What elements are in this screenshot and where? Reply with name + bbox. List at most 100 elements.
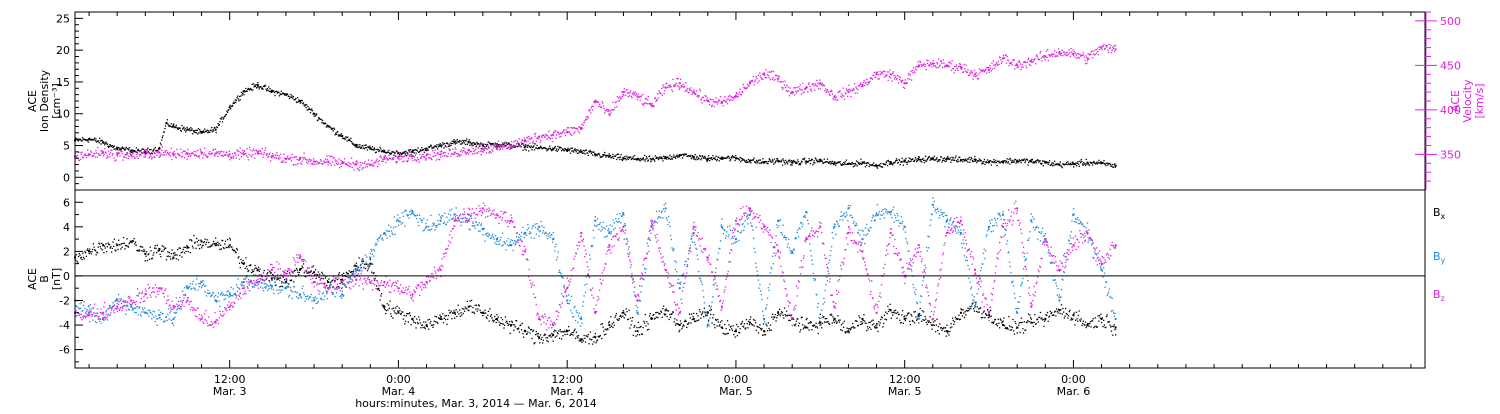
- bx-sample: [915, 316, 917, 318]
- velocity-sample: [601, 101, 603, 103]
- velocity-sample: [373, 165, 375, 167]
- bx-sample: [956, 317, 958, 320]
- bx-sample: [247, 270, 249, 273]
- bx-point: [144, 252, 147, 255]
- ion-density-sample: [769, 159, 771, 161]
- ion-density-sample: [919, 158, 921, 161]
- velocity-sample: [587, 117, 589, 119]
- ion-density-sample: [804, 161, 806, 163]
- bx-sample: [1086, 322, 1089, 325]
- ion-density-sample: [83, 138, 86, 140]
- ion-density-sample: [1014, 158, 1017, 161]
- bx-sample: [835, 320, 837, 322]
- bx-sample: [378, 289, 381, 292]
- ion-density-sample: [715, 155, 717, 157]
- bx-sample: [636, 334, 639, 336]
- ion-density-sample: [471, 143, 473, 145]
- velocity-sample: [387, 159, 389, 161]
- ion-density-sample: [735, 154, 737, 157]
- bx-sample: [658, 312, 660, 315]
- velocity-sample: [868, 81, 870, 83]
- velocity-sample: [758, 80, 760, 82]
- ion-density-sample: [105, 141, 107, 143]
- bx-sample: [630, 324, 632, 326]
- bx-sample: [706, 314, 708, 316]
- velocity-point: [341, 162, 344, 165]
- bx-sample: [151, 258, 153, 260]
- bx-sample: [700, 317, 702, 319]
- ion-density-sample: [1005, 161, 1007, 164]
- velocity-sample: [802, 82, 804, 85]
- ion-density-sample: [88, 137, 91, 139]
- ion-density-sample: [956, 161, 958, 163]
- bx-sample: [193, 242, 196, 244]
- velocity-sample: [824, 88, 827, 90]
- velocity-sample: [866, 78, 868, 80]
- ion-density-sample: [1027, 164, 1029, 166]
- velocity-sample: [102, 155, 105, 157]
- velocity-sample: [419, 153, 421, 156]
- velocity-sample: [848, 84, 850, 86]
- bx-sample: [867, 328, 869, 330]
- ion-density-sample: [308, 107, 310, 109]
- bx-sample: [463, 308, 465, 310]
- velocity-sample: [723, 99, 725, 102]
- bx-sample: [885, 311, 887, 313]
- velocity-sample: [335, 161, 337, 163]
- bx-sample: [901, 310, 904, 312]
- velocity-sample: [673, 85, 675, 87]
- velocity-sample: [1104, 47, 1106, 50]
- velocity-sample: [633, 91, 635, 93]
- ion-density-sample: [969, 161, 971, 163]
- ion-density-sample: [1038, 161, 1040, 163]
- ion-density-sample: [797, 159, 799, 161]
- ion-density-sample: [221, 116, 223, 119]
- velocity-sample: [170, 147, 172, 149]
- bx-sample: [380, 295, 382, 297]
- bx-point: [341, 278, 344, 281]
- velocity-sample: [376, 165, 379, 168]
- velocity-point: [397, 156, 400, 159]
- bx-sample: [925, 321, 928, 323]
- bx-sample: [1067, 315, 1070, 317]
- bx-sample: [712, 317, 714, 319]
- ion-density-sample: [405, 154, 408, 157]
- bx-sample: [1028, 321, 1030, 323]
- bx-sample: [471, 311, 473, 313]
- ion-density-sample: [440, 145, 442, 147]
- velocity-sample: [375, 160, 377, 162]
- velocity-sample: [1054, 55, 1056, 58]
- ion-density-sample: [107, 146, 110, 149]
- bx-sample: [359, 269, 361, 271]
- velocity-sample: [470, 150, 472, 153]
- ion-density-sample: [951, 156, 953, 158]
- bx-sample: [287, 286, 289, 288]
- velocity-point: [1016, 64, 1019, 67]
- ion-density-sample: [798, 163, 800, 166]
- bx-sample: [926, 323, 928, 326]
- bx-sample: [740, 323, 742, 325]
- ion-density-sample: [1091, 162, 1093, 164]
- ion-density-sample: [959, 160, 962, 162]
- ion-density-sample: [730, 157, 732, 159]
- ion-density-sample: [202, 131, 204, 133]
- bx-sample: [714, 327, 716, 329]
- ion-density-sample: [393, 154, 395, 156]
- bx-point: [833, 317, 836, 320]
- bx-sample: [312, 265, 315, 267]
- bx-sample: [971, 303, 973, 305]
- ion-density-sample: [333, 128, 336, 130]
- bx-sample: [668, 318, 670, 321]
- velocity-sample: [979, 72, 981, 74]
- ion-density-sample: [1015, 162, 1017, 164]
- bx-sample: [366, 263, 368, 265]
- ion-density-point: [355, 144, 358, 147]
- bx-sample: [249, 265, 251, 267]
- velocity-sample: [551, 137, 553, 140]
- velocity-sample: [628, 95, 631, 97]
- velocity-sample: [889, 69, 891, 71]
- velocity-sample: [202, 154, 205, 156]
- ion-density-sample: [661, 158, 663, 160]
- bx-sample: [248, 264, 251, 267]
